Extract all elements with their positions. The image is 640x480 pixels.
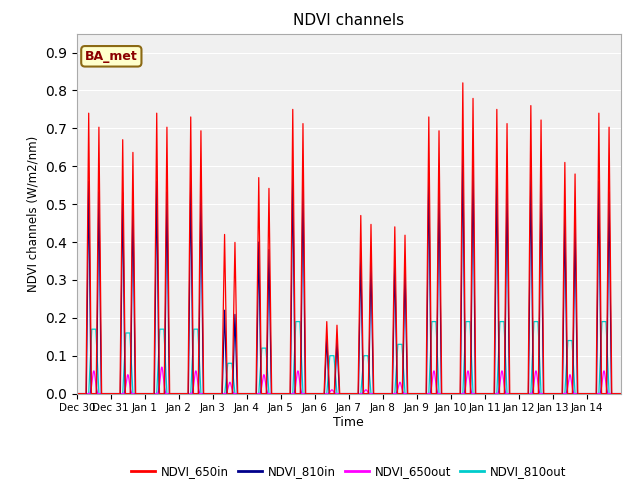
NDVI_810in	[501, 346, 509, 352]
NDVI_650in	[617, 391, 625, 396]
NDVI_810in	[419, 391, 426, 396]
NDVI_650in	[184, 373, 192, 379]
NDVI_810in	[73, 391, 81, 396]
NDVI_650in	[501, 306, 509, 312]
NDVI_650out	[419, 391, 426, 396]
NDVI_650out	[501, 388, 509, 394]
NDVI_810out	[617, 391, 625, 396]
NDVI_810out	[292, 319, 300, 324]
NDVI_810in	[611, 391, 619, 396]
NDVI_810in	[617, 391, 625, 396]
Text: BA_met: BA_met	[85, 50, 138, 63]
Line: NDVI_650out: NDVI_650out	[77, 367, 621, 394]
Line: NDVI_810in: NDVI_810in	[77, 151, 621, 394]
NDVI_650in	[467, 372, 474, 378]
Legend: NDVI_650in, NDVI_810in, NDVI_650out, NDVI_810out: NDVI_650in, NDVI_810in, NDVI_650out, NDV…	[126, 461, 572, 480]
NDVI_650in	[459, 80, 467, 86]
Line: NDVI_650in: NDVI_650in	[77, 83, 621, 394]
NDVI_650out	[73, 391, 81, 396]
NDVI_650out	[184, 391, 192, 396]
NDVI_810out	[534, 319, 541, 324]
Line: NDVI_810out: NDVI_810out	[77, 322, 621, 394]
NDVI_650out	[617, 391, 625, 396]
NDVI_810out	[184, 391, 192, 396]
Title: NDVI channels: NDVI channels	[293, 13, 404, 28]
NDVI_650out	[534, 380, 541, 386]
NDVI_650out	[158, 364, 166, 370]
NDVI_810in	[459, 148, 467, 154]
NDVI_650out	[467, 385, 474, 391]
NDVI_810out	[501, 347, 509, 352]
NDVI_810in	[534, 391, 541, 396]
NDVI_650out	[611, 391, 619, 396]
NDVI_810out	[419, 391, 426, 396]
X-axis label: Time: Time	[333, 416, 364, 429]
NDVI_650in	[534, 391, 541, 396]
NDVI_810out	[73, 391, 81, 396]
NDVI_650in	[73, 391, 81, 396]
NDVI_810out	[467, 331, 474, 336]
Y-axis label: NDVI channels (W/m2/nm): NDVI channels (W/m2/nm)	[26, 135, 40, 292]
NDVI_810in	[184, 391, 192, 396]
NDVI_650in	[611, 391, 619, 396]
NDVI_810out	[611, 391, 619, 396]
NDVI_810in	[467, 391, 474, 396]
NDVI_650in	[419, 391, 426, 396]
